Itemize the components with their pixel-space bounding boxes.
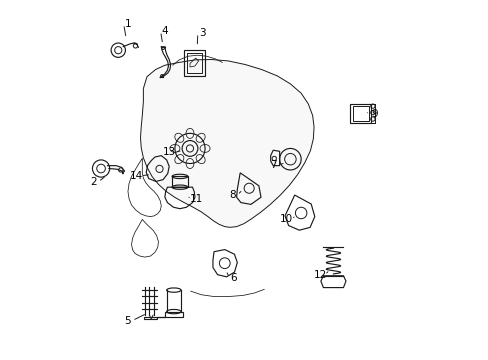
Text: 5: 5 bbox=[124, 316, 131, 325]
Text: 2: 2 bbox=[90, 177, 97, 187]
Bar bbox=[184, 50, 204, 76]
Bar bbox=[349, 104, 370, 123]
Text: 7: 7 bbox=[270, 160, 277, 170]
Text: 11: 11 bbox=[189, 194, 203, 204]
Bar bbox=[352, 106, 368, 121]
Text: 13: 13 bbox=[163, 147, 176, 157]
Bar bbox=[172, 176, 187, 187]
Text: 9: 9 bbox=[370, 109, 377, 119]
Text: 12: 12 bbox=[313, 270, 326, 280]
Text: 10: 10 bbox=[280, 214, 293, 224]
Text: 6: 6 bbox=[230, 273, 237, 283]
Text: 4: 4 bbox=[161, 26, 168, 36]
Text: 8: 8 bbox=[229, 190, 236, 200]
Text: 3: 3 bbox=[199, 28, 205, 38]
Text: 1: 1 bbox=[124, 19, 131, 29]
Text: 14: 14 bbox=[129, 171, 142, 181]
PathPatch shape bbox=[140, 59, 313, 227]
Bar bbox=[187, 53, 202, 73]
